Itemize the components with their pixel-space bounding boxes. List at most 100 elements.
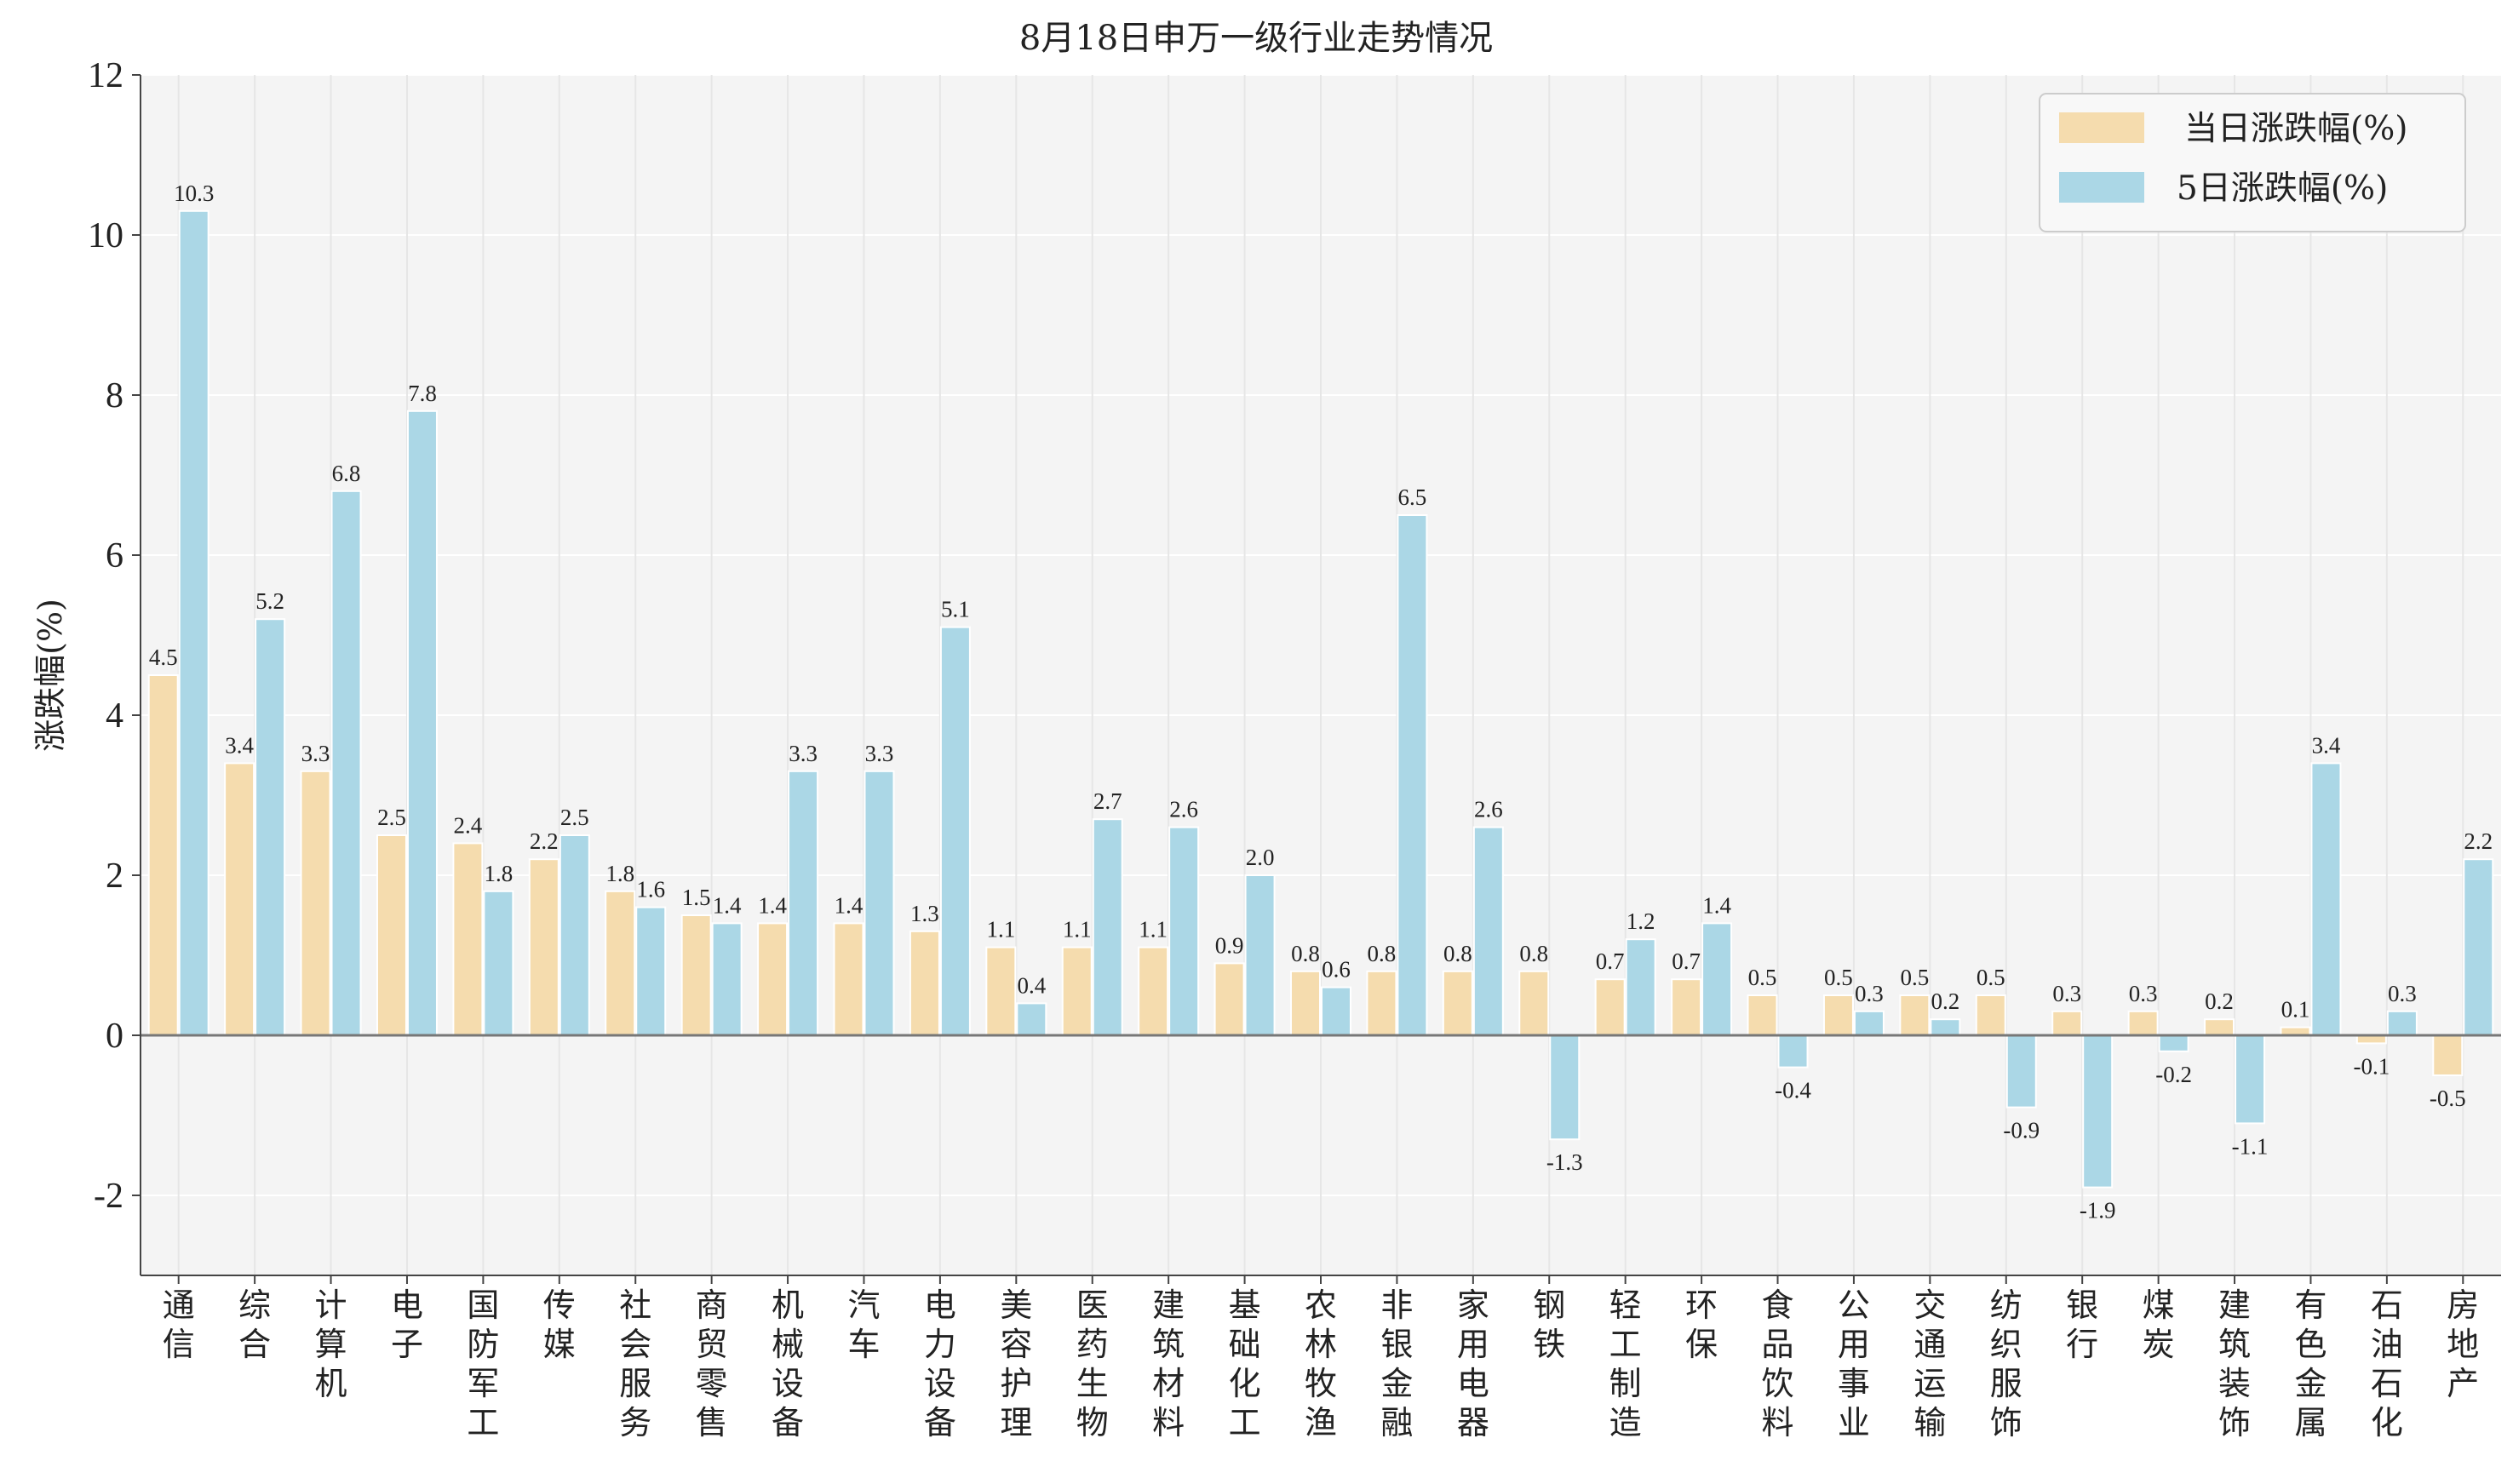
x-tick-label: 电子 [391,1286,423,1363]
data-label-5day: 3.4 [2312,732,2341,758]
chart-title: 8月18日申万一级行业走势情况 [1019,19,1493,58]
bar-daily [1975,994,2006,1036]
data-label-daily: 0.9 [1215,932,1244,958]
y-tick-label: 12 [88,56,123,95]
bars-layer [147,209,2494,1189]
data-label-daily: 1.1 [986,917,1015,943]
bar-5day [2310,762,2342,1037]
x-tick-label: 商贸零售 [696,1286,728,1441]
data-label-5day: -0.2 [2155,1062,2192,1087]
bar-daily [300,770,331,1036]
bar-daily [2204,1018,2235,1036]
data-label-daily: 0.5 [1977,965,2005,990]
data-label-daily: 0.5 [1748,965,1777,990]
bar-5day [406,410,438,1036]
bar-5day [863,770,895,1036]
bar-daily [376,834,407,1036]
y-tick-label: -2 [94,1177,123,1216]
data-label-5day: 1.4 [1702,892,1731,918]
x-tick-label: 美容护理 [1000,1286,1032,1441]
bar-5day [1168,826,1200,1036]
x-tick-label: 医药生物 [1076,1286,1109,1441]
data-label-daily: 2.4 [454,812,483,838]
bar-5day [1244,874,1276,1036]
data-label-5day: 1.6 [636,877,665,902]
data-label-daily: -0.5 [2430,1086,2466,1111]
data-label-5day: 2.6 [1474,797,1503,822]
data-label-5day: 2.2 [2464,828,2493,854]
bar-5day [939,626,971,1036]
x-tick-label: 环保 [1685,1286,1718,1363]
x-tick-label: 传媒 [543,1286,576,1363]
data-label-5day: 2.7 [1093,788,1122,814]
data-label-5day: 5.2 [255,588,284,614]
x-tick-label: 非银金融 [1380,1286,1413,1441]
bar-daily [1213,962,1245,1037]
data-label-5day: 0.3 [2388,981,2417,1006]
x-tick-label: 公用事业 [1838,1286,1870,1441]
bar-daily [2432,1034,2464,1076]
x-tick-label: 综合 [238,1286,271,1363]
bar-5day [1549,1034,1581,1141]
bar-5day [711,922,743,1037]
bar-5day [1472,826,1504,1036]
bar-daily [528,858,559,1037]
bar-5day [178,209,209,1037]
x-tick-label: 机械设备 [772,1286,804,1441]
x-tick-label: 有色金属 [2294,1286,2327,1441]
bar-5day [559,834,590,1036]
bar-5day [2235,1034,2266,1125]
bar-5day [2463,858,2494,1037]
x-tick-label: 农林牧渔 [1305,1286,1337,1441]
bar-daily [1671,978,1702,1036]
bar-5day [1092,818,1123,1037]
data-label-daily: 1.4 [758,892,787,918]
data-label-5day: 2.6 [1169,797,1198,822]
bar-5day [1625,938,1656,1036]
data-label-5day: 1.2 [1627,908,1655,934]
bar-5day [635,906,667,1036]
x-tick-label: 建筑装饰 [2218,1286,2251,1441]
data-label-5day: -1.1 [2232,1133,2269,1159]
x-tick-label: 基础化工 [1229,1286,1261,1441]
data-label-daily: 0.8 [1519,941,1548,966]
bar-daily [1594,978,1626,1036]
x-tick-label: 石油石化 [2371,1286,2403,1441]
bar-daily [2127,1010,2159,1037]
bar-5day [1016,1002,1047,1037]
x-tick-label: 电力设备 [924,1286,956,1441]
bar-daily [757,922,789,1037]
bar-daily [2051,1010,2083,1037]
x-tick-label: 交通运输 [1913,1286,1946,1441]
data-label-5day: 7.8 [408,381,437,406]
data-label-daily: 1.4 [835,892,863,918]
x-tick-label: 计算机 [315,1286,347,1402]
data-label-daily: 2.2 [530,828,559,854]
x-tick-label: 食品饮料 [1762,1286,1794,1441]
data-label-daily: 0.2 [2205,988,2234,1014]
y-tick-label: 4 [106,696,123,736]
data-label-5day: 0.4 [1017,972,1046,998]
bar-5day [1397,514,1428,1036]
bar-daily [452,842,484,1037]
data-label-daily: 3.4 [225,732,254,758]
bar-daily [1518,970,1550,1037]
data-label-daily: 0.3 [2129,981,2158,1006]
data-label-5day: -0.4 [1775,1078,1811,1103]
y-tick-label: 0 [106,1017,123,1056]
bar-daily [833,922,864,1037]
x-tick-label: 通信 [163,1286,195,1363]
bar-5day [1321,986,1351,1036]
x-tick-label: 汽车 [847,1286,880,1363]
data-label-daily: 0.5 [1824,965,1853,990]
bar-daily [1138,946,1169,1036]
axes-layer [132,74,2501,1284]
data-label-5day: 0.2 [1931,988,1959,1014]
bar-daily [985,946,1017,1036]
bar-5day [1853,1010,1885,1037]
data-label-5day: 3.3 [865,741,894,766]
x-tick-label: 建筑材料 [1152,1286,1185,1441]
